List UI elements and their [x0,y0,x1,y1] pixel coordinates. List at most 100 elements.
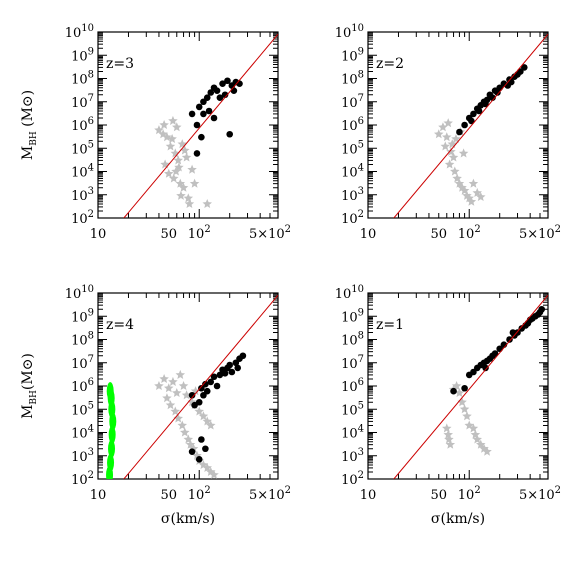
x-tick-label: 5×102 [519,224,561,242]
black-circle-point [514,71,521,78]
black-circle-point [494,89,501,96]
gray-star-point [168,376,178,386]
black-circle-point [195,456,203,463]
black-circle-point [230,87,238,94]
x-tick-label: 50 [430,227,447,242]
gray-star-point [452,173,462,183]
black-circle-point [461,384,468,392]
gray-star-point [202,199,212,209]
gray-star-point [183,193,194,203]
gray-star-point [209,469,219,479]
gray-star-point [451,381,462,391]
black-circle-point [193,150,201,157]
y-tick-label: 1010 [65,284,94,302]
x-axis-title: σ(km/s) [161,511,215,527]
gray-star-point [175,369,186,379]
gray-star-point [168,173,179,183]
gray-star-point [448,152,459,162]
y-tick-label: 104 [71,424,94,442]
y-tick-label: 108 [71,331,94,349]
black-circle-point [226,130,234,138]
x-tick-label: 10 [360,227,377,242]
green-point [108,439,116,458]
y-tick-label: 109 [341,307,364,325]
y-tick-label: 105 [341,400,364,418]
gray-star-point [450,166,460,176]
gray-star-point [468,423,479,433]
gray-star-point [454,388,465,398]
gray-star-point [160,159,170,169]
y-tick-label: 107 [71,93,94,111]
gray-star-point [466,196,477,206]
y-tick-label: 109 [71,46,94,64]
black-circle-point [534,311,542,318]
x-tick-label: 50 [160,227,177,242]
relation-line [123,33,278,218]
gray-star-point [165,141,176,151]
black-circle-point [207,89,215,96]
y-tick-label: 103 [71,186,94,204]
y-tick-label: 102 [71,470,94,488]
y-axis-title: MBH (M⊙) [20,90,39,160]
gray-star-point [206,420,216,430]
y-tick-label: 103 [341,186,364,204]
gray-star-point [154,381,164,391]
gray-star-point [154,125,164,135]
black-circle-point [203,94,211,101]
y-tick-label: 106 [71,116,94,134]
y-tick-label: 105 [341,139,364,157]
gray-star-point [172,388,182,398]
relation-line [393,33,548,218]
x-tick-label: 10 [360,488,377,503]
relation-line [123,294,278,479]
black-circle-point [489,94,496,101]
gray-star-point [442,423,452,433]
y-tick-label: 109 [71,307,94,325]
black-circle-point [210,114,218,122]
gray-star-point [159,374,169,384]
panel-z3: 10 50 102 5×102 102 103 104 105 106 107 108 109 1010… [20,23,291,242]
black-circle-point [224,77,231,85]
gray-star-point [167,134,177,144]
black-circle-point [188,110,196,118]
y-tick-label: 107 [341,354,364,372]
x-tick-label: 102 [458,485,481,503]
gray-star-point [468,178,479,188]
gray-star-point [168,115,178,125]
y-axis-title: MBH(M⊙) [20,353,39,419]
gray-star-point [434,129,444,139]
gray-star-point [177,420,188,430]
y-tick-label: 106 [341,116,364,134]
gray-star-point [459,404,470,414]
green-point [106,382,114,401]
black-circle-point [221,91,229,99]
gray-star-point [180,427,190,437]
gray-star-point [184,199,195,209]
y-tick-label: 102 [71,209,94,227]
black-circle-point [207,378,215,386]
y-tick-label: 106 [341,377,364,395]
y-tick-label: 108 [341,331,364,349]
black-circle-point [198,133,205,141]
black-circle-point [461,121,468,129]
y-tick-label: 102 [341,209,364,227]
gray-star-point [181,152,192,162]
black-circle-point [509,329,517,336]
black-circle-point [202,380,209,388]
gray-star-point [472,187,482,197]
y-tick-label: 104 [341,424,364,442]
black-circle-point [188,448,196,455]
black-circle-point [226,361,234,369]
gray-star-point [189,178,200,188]
y-tick-label: 104 [71,163,94,181]
y-tick-label: 104 [341,163,364,181]
gray-star-point [170,406,181,416]
gray-star-point [476,192,486,202]
black-circle-point [216,371,224,379]
gray-star-point [178,182,189,192]
gray-star-point [198,411,209,421]
black-circle-point [506,336,513,343]
y-tick-label: 102 [341,470,364,488]
x-tick-label: 50 [160,488,177,503]
